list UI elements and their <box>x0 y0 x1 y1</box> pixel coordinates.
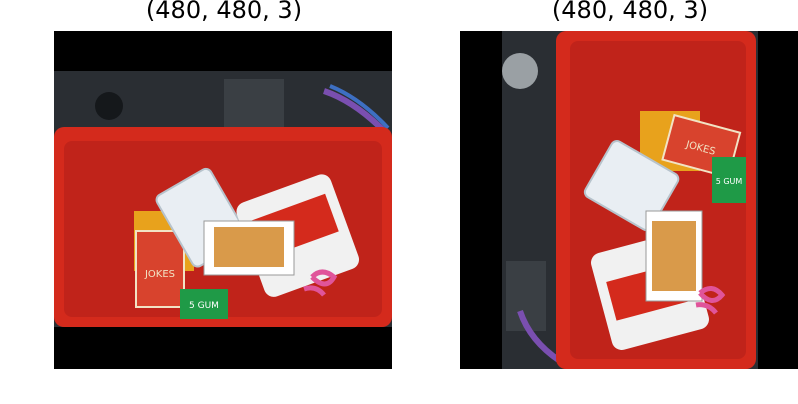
bin-photo-left: JOKES 5 GUM <box>54 31 392 369</box>
image-panel-left: JOKES 5 GUM <box>54 31 392 369</box>
panel-title-right: (480, 480, 3) <box>551 0 709 24</box>
gum-pack-label: 5 GUM <box>189 301 219 311</box>
photo-content: JOKES 5 GUM <box>502 31 758 369</box>
gum-pack-label: 5 GUM <box>716 177 743 186</box>
gum-pack <box>180 289 228 319</box>
panel-title-left: (480, 480, 3) <box>145 0 303 24</box>
white-container <box>583 140 680 232</box>
jokes-box-label: JOKES <box>144 269 175 280</box>
photo-content: JOKES 5 GUM <box>54 71 392 327</box>
bin-photo-right: JOKES 5 GUM <box>460 31 798 369</box>
gum-pack <box>712 157 746 203</box>
pink-scissors <box>310 269 338 287</box>
image-panel-right: JOKES 5 GUM <box>460 31 798 369</box>
jokes-box <box>135 230 185 308</box>
pink-scissors <box>698 286 726 303</box>
